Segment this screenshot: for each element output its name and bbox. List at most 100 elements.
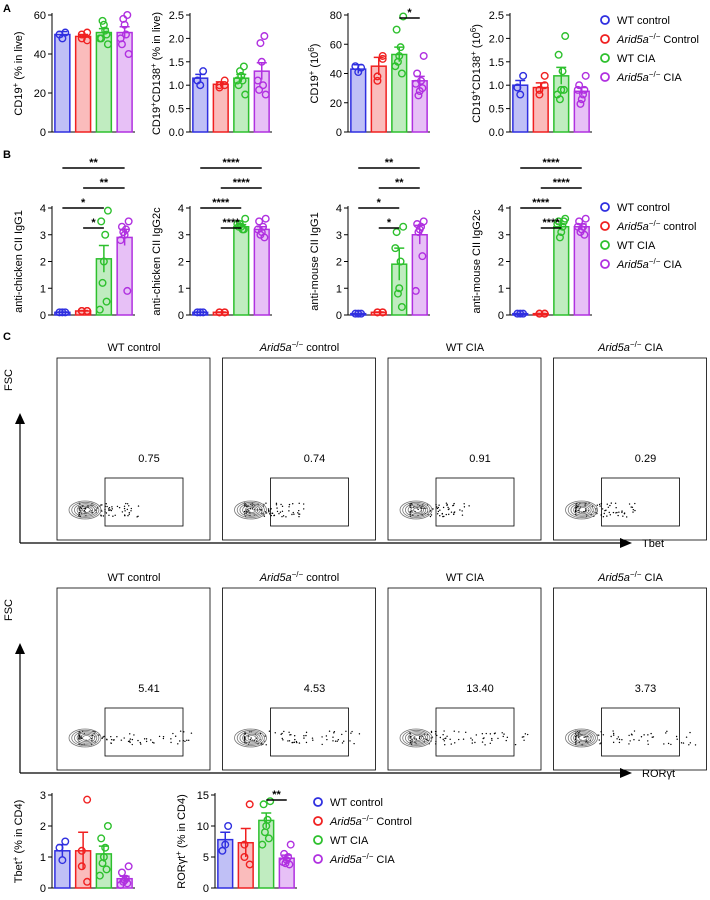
- contour: [407, 504, 427, 516]
- data-point: [119, 228, 128, 237]
- event-dot: [523, 739, 525, 742]
- text-part: anti-mouse CII IgG2c: [471, 209, 483, 313]
- contour: [79, 505, 93, 515]
- gate: [270, 477, 349, 527]
- event-dot: [665, 732, 667, 734]
- text-part: (% in live): [151, 12, 163, 63]
- event-dot: [452, 504, 455, 506]
- data-point: [278, 857, 287, 866]
- event-dot: [471, 742, 473, 744]
- event-dot: [608, 511, 610, 514]
- data-point: [220, 81, 229, 90]
- event-dot: [623, 512, 626, 514]
- data-point: [238, 76, 247, 85]
- plot-title: Arid5a−/− CIA: [597, 340, 663, 355]
- text-part: (10: [309, 52, 321, 71]
- contour: [399, 500, 433, 520]
- y-axis-label: FSC: [3, 369, 15, 391]
- text-part: (% in live): [13, 31, 25, 82]
- event-dot: [489, 742, 491, 745]
- event-dot: [292, 741, 294, 744]
- y-tick-label: 0.0: [169, 127, 184, 139]
- data-point: [83, 28, 92, 37]
- event-dot: [84, 508, 87, 510]
- data-point: [351, 62, 360, 71]
- event-dot: [452, 513, 455, 516]
- y-tick-label: 3: [178, 230, 184, 242]
- text-part: CD138: [471, 56, 483, 90]
- y-axis-label: CD19+CD138+ (106): [469, 24, 484, 123]
- contour: [234, 500, 267, 520]
- event-dot: [430, 731, 433, 734]
- event-dot: [260, 509, 262, 511]
- data-point: [351, 309, 360, 318]
- data-point: [540, 81, 549, 90]
- event-dot: [114, 514, 116, 516]
- data-point: [419, 51, 428, 60]
- data-point: [116, 236, 125, 245]
- text-part: Control: [373, 816, 412, 828]
- event-dot: [102, 736, 104, 738]
- data-point: [83, 877, 92, 886]
- text-part: WT CIA: [330, 835, 369, 847]
- data-point: [103, 822, 112, 831]
- y-axis-label: Tbet+ (% in CD4): [11, 800, 26, 884]
- event-dot: [349, 740, 351, 742]
- event-dot: [436, 513, 439, 515]
- event-dot: [444, 744, 446, 746]
- data-point: [77, 862, 86, 871]
- event-dot: [409, 511, 412, 513]
- event-dot: [616, 738, 618, 740]
- contour: [565, 728, 598, 748]
- text-part: CD19: [309, 75, 321, 103]
- event-dot: [482, 737, 484, 740]
- event-dot: [130, 510, 132, 512]
- data-point: [286, 840, 295, 849]
- event-dot: [632, 508, 635, 511]
- contour: [567, 729, 596, 747]
- event-dot: [281, 510, 284, 512]
- significance-label: ****: [233, 177, 251, 189]
- event-dot: [443, 730, 445, 732]
- event-dot: [287, 740, 289, 742]
- legend-swatch: [600, 72, 610, 82]
- text-part: −/−: [649, 70, 661, 79]
- event-dot: [647, 743, 649, 745]
- event-dot: [118, 506, 121, 509]
- y-tick-label: 1: [336, 283, 342, 295]
- gate-percentage: 0.29: [635, 453, 656, 465]
- event-dot: [111, 508, 113, 510]
- event-dot: [150, 739, 152, 741]
- gate-percentage: 4.53: [304, 683, 325, 695]
- text-part: CIA: [641, 572, 663, 584]
- data-point: [199, 67, 208, 76]
- event-dot: [471, 739, 474, 741]
- event-dot: [574, 511, 577, 513]
- event-dot: [170, 741, 172, 744]
- event-dot: [442, 734, 444, 736]
- event-dot: [633, 730, 636, 732]
- event-dot: [268, 513, 271, 515]
- y-axis-label: RORγt+ (% in CD4): [174, 794, 189, 889]
- data-point: [98, 278, 107, 287]
- event-dot: [632, 511, 634, 513]
- contour: [68, 500, 102, 520]
- data-point: [516, 309, 525, 318]
- significance-label: ****: [212, 197, 230, 209]
- event-dot: [282, 515, 285, 517]
- event-dot: [617, 514, 619, 517]
- event-dot: [343, 740, 345, 742]
- data-point: [240, 840, 249, 849]
- event-dot: [350, 732, 352, 734]
- event-dot: [599, 505, 601, 507]
- gate: [601, 707, 680, 757]
- gate: [435, 707, 515, 757]
- event-dot: [106, 505, 108, 508]
- event-dot: [276, 510, 279, 513]
- event-dot: [470, 737, 472, 739]
- event-dot: [450, 743, 452, 745]
- event-dot: [305, 741, 308, 744]
- event-dot: [276, 507, 278, 509]
- event-dot: [458, 738, 460, 741]
- data-point: [575, 81, 584, 90]
